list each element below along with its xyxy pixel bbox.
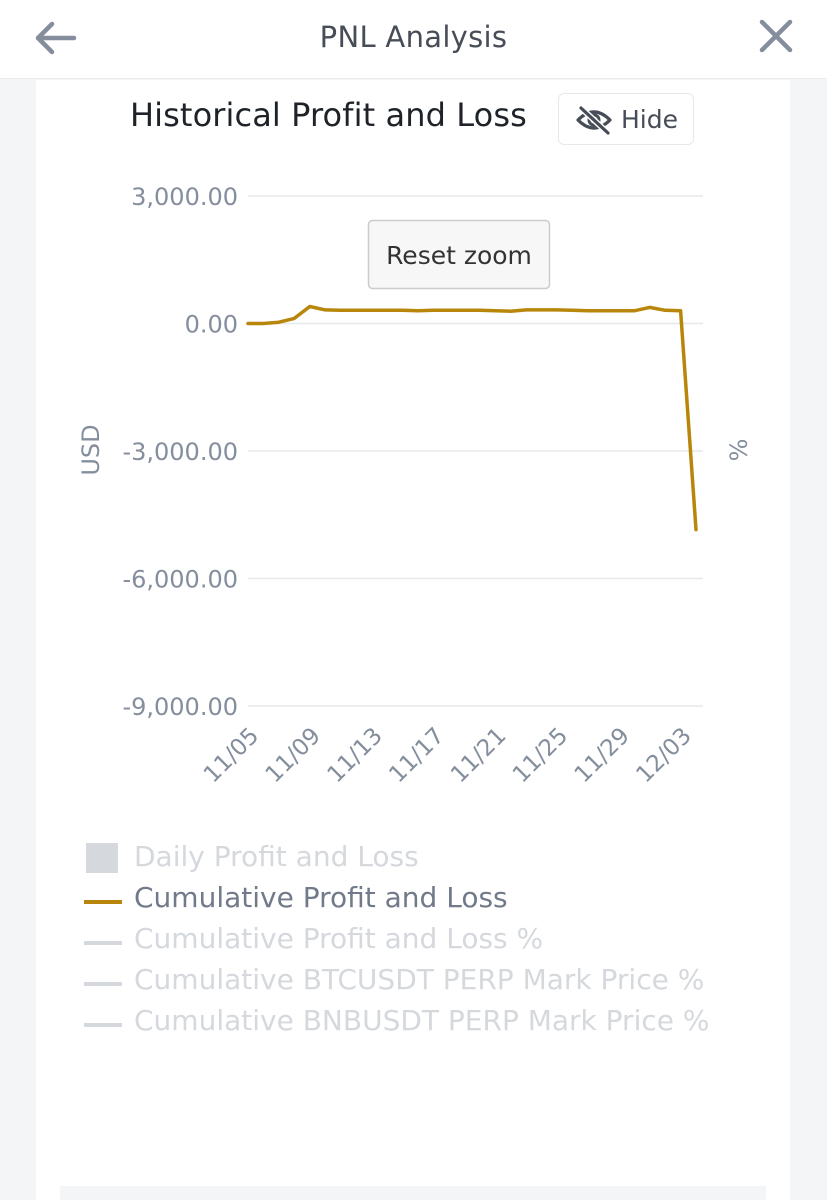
y-tick-label: -3,000.00 <box>122 438 238 466</box>
hide-button[interactable]: Hide <box>558 93 694 145</box>
legend-label: Daily Profit and Loss <box>134 840 419 873</box>
series-line-cumulative-pnl <box>246 304 698 532</box>
x-tick-label: 11/09 <box>261 723 326 788</box>
y-tick-label: -9,000.00 <box>122 693 238 721</box>
x-tick-label: 11/21 <box>446 723 511 788</box>
y-tick-label: 0.00 <box>185 311 238 339</box>
close-button[interactable] <box>752 14 800 62</box>
eye-slash-icon <box>576 105 612 135</box>
legend-label: Cumulative Profit and Loss % <box>134 922 544 955</box>
x-tick-label: 12/03 <box>632 723 697 788</box>
legend-square-marker <box>86 843 118 873</box>
arrow-left-icon <box>35 21 77 55</box>
grid-lines <box>248 195 703 707</box>
y-axis-right-label: % <box>725 439 753 462</box>
x-tick-label: 11/13 <box>323 723 388 788</box>
series-group <box>246 304 698 532</box>
chart-title: Historical Profit and Loss <box>130 96 527 134</box>
page-title: PNL Analysis <box>319 20 508 54</box>
pnl-card: Historical Profit and Loss Hide 3,000.00… <box>36 80 790 1200</box>
hide-label: Hide <box>621 105 678 134</box>
x-tick-label: 11/17 <box>384 723 449 788</box>
y-tick-label: -6,000.00 <box>122 566 238 594</box>
bottom-section-edge <box>60 1186 766 1200</box>
reset-zoom-button[interactable]: Reset zoom <box>367 219 551 290</box>
legend-line-marker <box>84 1023 122 1027</box>
legend-label: Cumulative BTCUSDT PERP Mark Price % <box>134 963 705 996</box>
legend-line-marker <box>84 900 122 904</box>
back-button[interactable] <box>30 14 82 62</box>
top-bar: PNL Analysis <box>0 0 827 79</box>
close-icon <box>759 19 793 53</box>
y-axis-label: USD <box>77 424 105 475</box>
y-tick-label: 3,000.00 <box>131 183 238 211</box>
x-tick-label: 11/05 <box>199 723 264 788</box>
x-tick-label: 11/29 <box>570 723 635 788</box>
legend-label: Cumulative BNBUSDT PERP Mark Price % <box>134 1004 710 1037</box>
reset-zoom-label: Reset zoom <box>386 241 532 270</box>
legend-label: Cumulative Profit and Loss <box>134 881 508 914</box>
legend-line-marker <box>84 941 122 945</box>
legend-line-marker <box>84 982 122 986</box>
y-tick-labels: 3,000.00 0.00 -3,000.00 -6,000.00 -9,000.00 <box>122 183 238 721</box>
x-tick-label: 11/25 <box>508 723 573 788</box>
pnl-chart: 3,000.000.00-3,000.00-6,000.00-9,000.00 … <box>77 183 753 788</box>
